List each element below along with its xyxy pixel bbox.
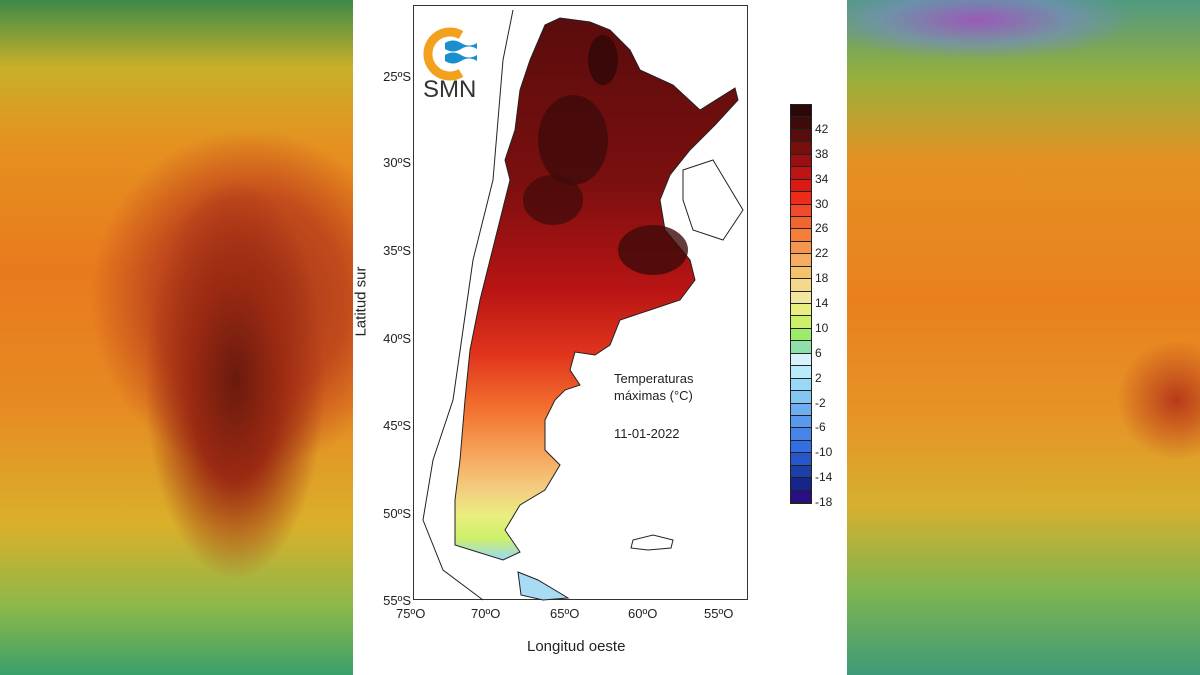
colorbar-bin [791,291,811,304]
colorbar-bin [791,428,811,441]
colorbar-label: 10 [815,320,829,335]
colorbar-bin [791,204,811,217]
map-date: 11-01-2022 [614,426,680,441]
lon-tick: 65ºO [550,606,580,621]
colorbar-bin [791,179,811,193]
lon-tick: 55ºO [704,606,734,621]
colorbar-label: 42 [815,121,829,136]
colorbar-label: 34 [815,171,829,186]
argentina-map [422,9,744,601]
smn-logo-text: SMN [423,76,477,103]
uruguay-outline [682,159,744,241]
colorbar-bin [791,415,811,429]
colorbar-label: 26 [815,221,829,236]
map-title-line1: Temperaturas [614,371,694,386]
colorbar-bin [791,304,811,317]
smn-logo-icon [423,27,477,81]
hot-spot-buenos-aires [618,225,688,275]
hot-spot-chaco [588,35,618,85]
colorbar-bin [791,142,811,155]
colorbar-bin [791,316,811,329]
colorbar-label: 18 [815,271,829,286]
lat-tick: 55ºS [383,593,411,608]
x-axis-title: Longitud oeste [527,638,626,655]
hot-spot-north [538,95,608,185]
colorbar-bin [791,279,811,292]
malvinas-islands [630,534,674,551]
colorbar-bin [791,192,811,205]
map-frame [413,5,748,600]
lon-tick: 60ºO [628,606,658,621]
colorbar-bin [791,366,811,379]
smn-temperature-map-panel: SMN 25ºS 30ºS 35ºS 40ºS 45ºS 50ºS 55ºS 7… [353,0,847,675]
colorbar-bin [791,465,811,479]
colorbar-bin [791,254,811,267]
colorbar-label: -14 [815,470,833,485]
colorbar-bin [791,453,811,466]
chile-border [422,9,514,601]
colorbar-label: 38 [815,146,829,161]
colorbar [790,104,812,504]
colorbar-label: 6 [815,345,822,360]
colorbar-label: -10 [815,445,833,460]
lat-tick: 40ºS [383,331,411,346]
colorbar-label: -18 [815,495,833,509]
y-axis-title: Latitud sur [352,266,370,337]
colorbar-label: -6 [815,420,826,435]
lat-tick: 45ºS [383,418,411,433]
colorbar-label: 2 [815,370,822,385]
lon-tick: 70ºO [471,606,501,621]
colorbar-bin [791,440,811,454]
colorbar-bin [791,266,811,280]
colorbar-bin [791,129,811,143]
colorbar-bin [791,403,811,416]
global-temperature-map-asia-oceania [847,0,1200,675]
colorbar-bin [791,167,811,180]
colorbar-label: 14 [815,296,829,310]
colorbar-label: -2 [815,395,826,410]
lat-tick: 50ºS [383,506,411,521]
colorbar-bin [791,391,811,404]
colorbar-bin [791,154,811,168]
lat-tick: 35ºS [383,243,411,258]
colorbar-bin [791,341,811,354]
colorbar-bin [791,490,811,503]
colorbar-label: 22 [815,246,829,261]
colorbar-bin [791,117,811,130]
map-title-line2: máximas (°C) [614,388,693,403]
lat-tick: 30ºS [383,155,411,170]
colorbar-bin [791,105,811,118]
colorbar-bin [791,328,811,342]
colorbar-bin [791,241,811,255]
global-temperature-map-americas [0,0,353,675]
hot-spot-cuyo [523,175,583,225]
colorbar-bin [791,478,811,491]
argentina-temperature-field [454,17,739,561]
colorbar-label: 30 [815,196,829,211]
lat-tick: 25ºS [383,69,411,84]
colorbar-bin [791,353,811,367]
colorbar-bin [791,216,811,230]
colorbar-bin [791,229,811,242]
colorbar-bin [791,378,811,392]
tierra-del-fuego [517,571,570,601]
lon-tick: 75ºO [396,606,426,621]
